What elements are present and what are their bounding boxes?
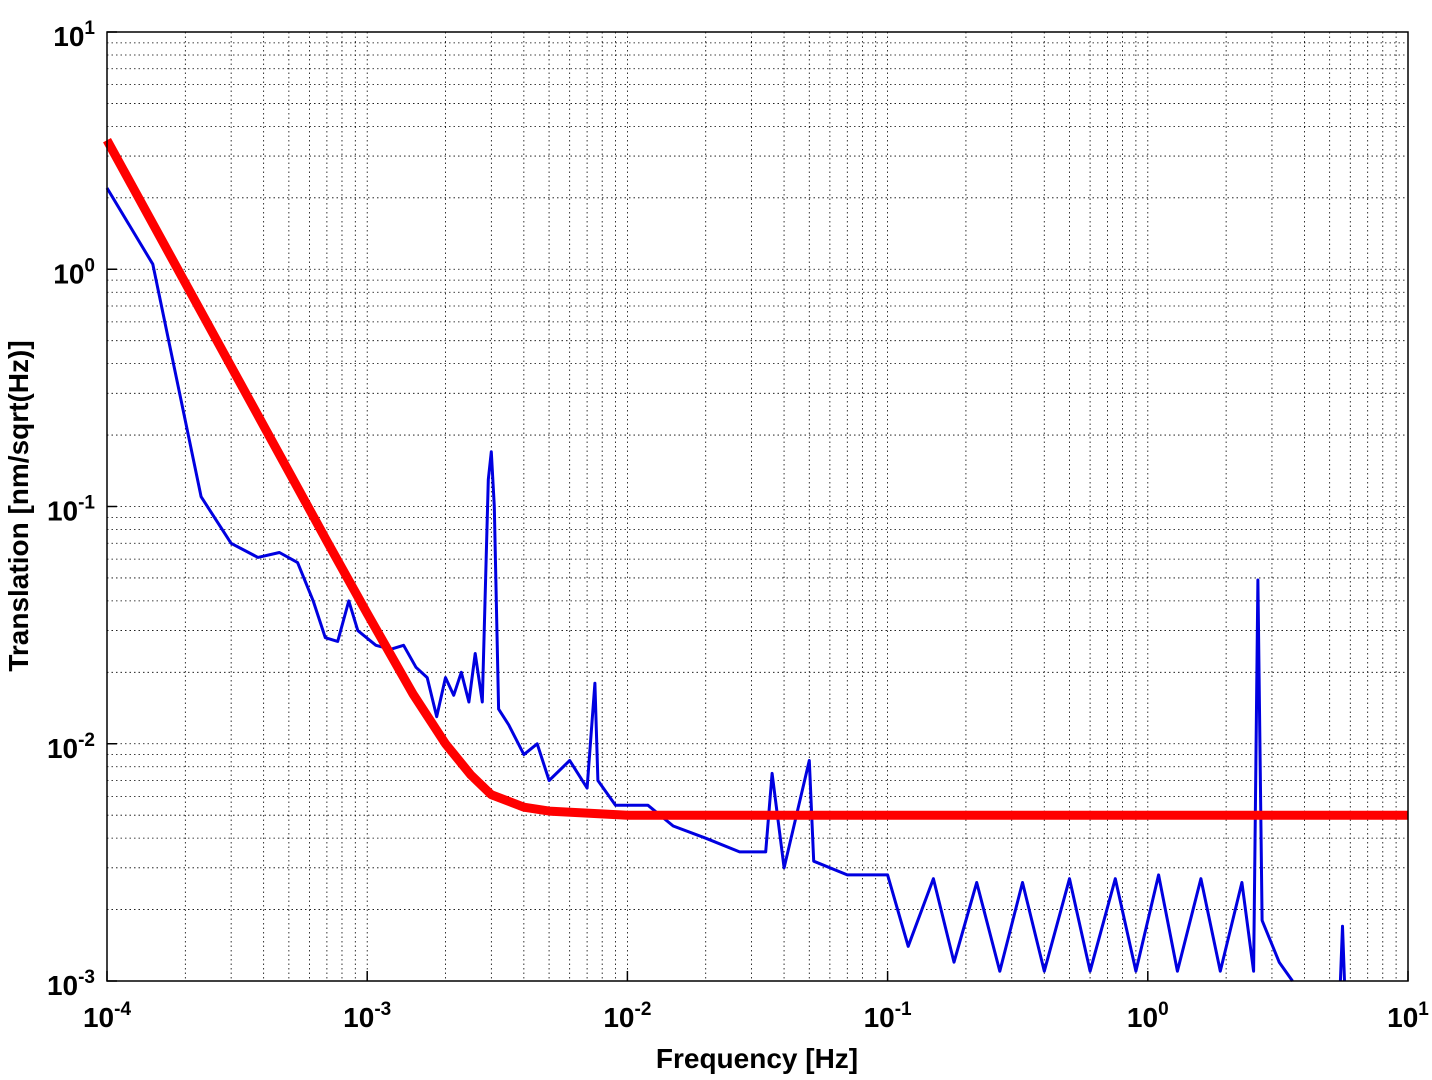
series-line bbox=[103, 138, 1408, 820]
tick-label: 10-1 bbox=[864, 999, 912, 1033]
plot-area bbox=[107, 32, 1408, 981]
x-axis-label: Frequency [Hz] bbox=[656, 1043, 858, 1074]
y-axis-label: Translation [nm/sqrt(Hz)] bbox=[3, 340, 34, 671]
tick-label: 10-3 bbox=[47, 967, 95, 1001]
tick-label: 10-1 bbox=[47, 493, 95, 527]
tick-label: 10-2 bbox=[47, 730, 95, 764]
lines bbox=[103, 138, 1408, 982]
tick-label: 10-2 bbox=[603, 999, 651, 1033]
tick-label: 10-4 bbox=[83, 999, 131, 1033]
tick-label: 101 bbox=[1387, 999, 1429, 1033]
tick-label: 100 bbox=[53, 255, 95, 289]
grid bbox=[106, 31, 1409, 982]
plot-frame bbox=[106, 31, 1409, 982]
series-line bbox=[105, 187, 1294, 982]
tick-label: 101 bbox=[53, 18, 95, 52]
tick-label: 100 bbox=[1127, 999, 1169, 1033]
tick-label: 10-3 bbox=[343, 999, 391, 1033]
series-line bbox=[1338, 924, 1346, 982]
